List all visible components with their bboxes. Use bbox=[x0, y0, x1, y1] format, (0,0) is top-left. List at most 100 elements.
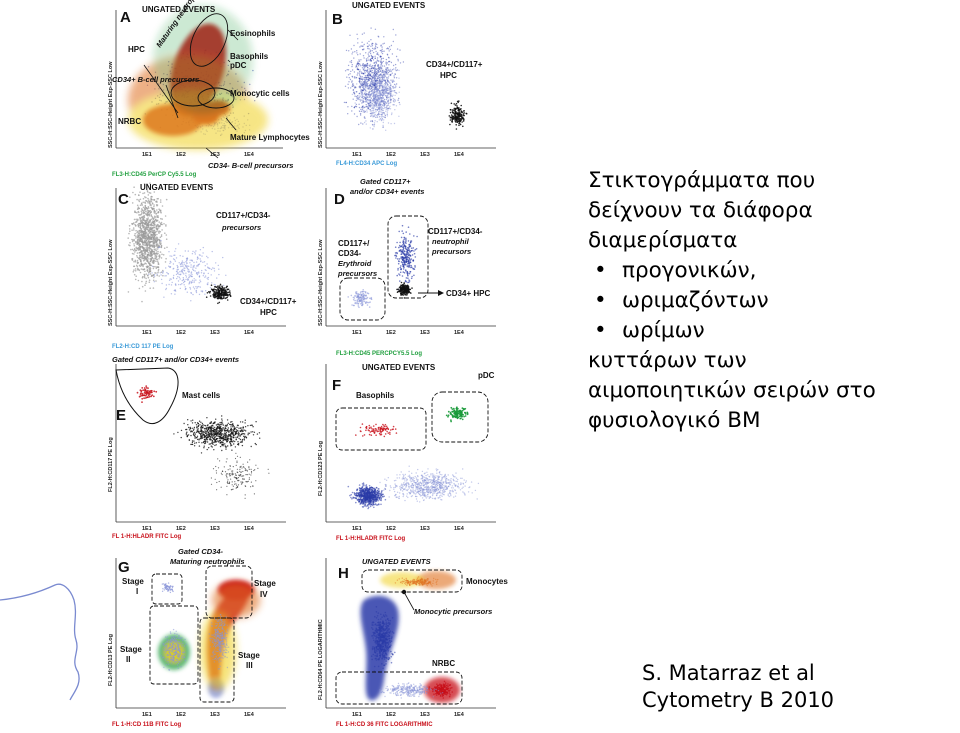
event-dot bbox=[352, 84, 355, 87]
event-dot bbox=[225, 432, 228, 434]
event-dot bbox=[411, 254, 414, 256]
event-dot bbox=[373, 100, 375, 102]
event-dot bbox=[144, 220, 146, 222]
event-dot bbox=[197, 428, 199, 430]
event-dot bbox=[202, 275, 204, 277]
event-dot bbox=[219, 285, 221, 287]
event-dot bbox=[369, 301, 371, 303]
event-dot bbox=[371, 112, 373, 115]
event-dot bbox=[360, 108, 362, 111]
event-dot bbox=[153, 209, 156, 212]
event-dot bbox=[372, 42, 374, 45]
event-dot bbox=[179, 278, 181, 280]
event-dot bbox=[153, 281, 155, 283]
event-dot bbox=[231, 444, 233, 446]
event-dot bbox=[401, 251, 404, 253]
event-dot bbox=[206, 434, 208, 437]
event-dot bbox=[359, 77, 361, 80]
event-dot bbox=[147, 387, 149, 389]
event-dot bbox=[379, 56, 382, 58]
event-dot bbox=[134, 259, 137, 262]
event-dot bbox=[212, 267, 214, 269]
event-dot bbox=[369, 52, 372, 55]
event-dot bbox=[152, 287, 155, 289]
event-dot bbox=[139, 216, 141, 219]
event-dot bbox=[185, 276, 188, 278]
event-dot bbox=[133, 229, 135, 231]
event-dot bbox=[250, 431, 252, 433]
event-dot bbox=[385, 88, 387, 91]
event-dot bbox=[220, 421, 222, 424]
event-dot bbox=[416, 235, 418, 238]
event-dot bbox=[368, 102, 370, 105]
event-dot bbox=[347, 74, 350, 76]
event-dot bbox=[455, 117, 458, 120]
event-dot bbox=[228, 431, 230, 433]
event-dot bbox=[256, 93, 258, 96]
event-dot bbox=[403, 238, 405, 241]
event-dot bbox=[136, 232, 138, 234]
event-dot bbox=[359, 112, 362, 115]
event-dot bbox=[350, 60, 353, 62]
event-dot bbox=[145, 385, 148, 387]
event-dot bbox=[133, 260, 135, 263]
event-dot bbox=[403, 250, 406, 252]
event-dot bbox=[397, 60, 399, 62]
event-dot bbox=[163, 223, 165, 225]
event-dot bbox=[400, 261, 403, 263]
event-dot bbox=[366, 59, 368, 62]
event-dot bbox=[375, 61, 377, 63]
event-dot bbox=[177, 268, 179, 271]
event-dot bbox=[140, 392, 142, 395]
event-dot bbox=[371, 115, 373, 117]
event-dot bbox=[176, 277, 178, 280]
event-dot bbox=[215, 431, 217, 433]
event-dot bbox=[186, 260, 188, 262]
event-dot bbox=[186, 278, 189, 280]
event-dot bbox=[135, 275, 137, 277]
event-dot bbox=[199, 430, 201, 433]
event-dot bbox=[382, 43, 384, 45]
event-dot bbox=[454, 108, 457, 111]
event-dot bbox=[196, 438, 199, 441]
event-dot bbox=[155, 280, 157, 282]
event-dot bbox=[375, 45, 377, 48]
event-dot bbox=[229, 438, 231, 440]
event-dot bbox=[351, 304, 353, 306]
event-dot bbox=[375, 50, 377, 53]
event-dot bbox=[134, 248, 136, 251]
event-dot bbox=[369, 90, 371, 93]
event-dot bbox=[133, 234, 136, 237]
event-dot bbox=[347, 64, 350, 67]
event-dot bbox=[138, 395, 141, 398]
event-dot bbox=[381, 57, 383, 60]
event-dot bbox=[140, 210, 143, 213]
event-dot bbox=[131, 259, 134, 261]
event-dot bbox=[366, 96, 368, 98]
event-dot bbox=[201, 269, 203, 272]
event-dot bbox=[371, 107, 373, 110]
event-dot bbox=[350, 70, 352, 73]
event-dot bbox=[364, 93, 367, 96]
event-dot bbox=[409, 250, 411, 253]
event-dot bbox=[389, 108, 392, 110]
event-dot bbox=[208, 291, 210, 293]
event-dot bbox=[156, 258, 158, 261]
event-dot bbox=[154, 265, 156, 268]
event-dot bbox=[369, 88, 371, 91]
event-dot bbox=[399, 280, 401, 282]
event-dot bbox=[382, 97, 385, 100]
event-dot bbox=[358, 95, 360, 97]
label-monocytic: Monocytic cells bbox=[230, 89, 290, 98]
event-dot bbox=[350, 294, 353, 297]
event-dot bbox=[129, 230, 131, 232]
event-dot bbox=[347, 69, 350, 71]
event-dot bbox=[410, 264, 412, 267]
event-dot bbox=[136, 256, 139, 259]
event-dot bbox=[138, 268, 140, 271]
event-dot bbox=[414, 266, 416, 268]
event-dot bbox=[227, 435, 229, 437]
event-dot bbox=[414, 256, 417, 258]
event-dot bbox=[365, 123, 367, 125]
event-dot bbox=[143, 192, 146, 194]
